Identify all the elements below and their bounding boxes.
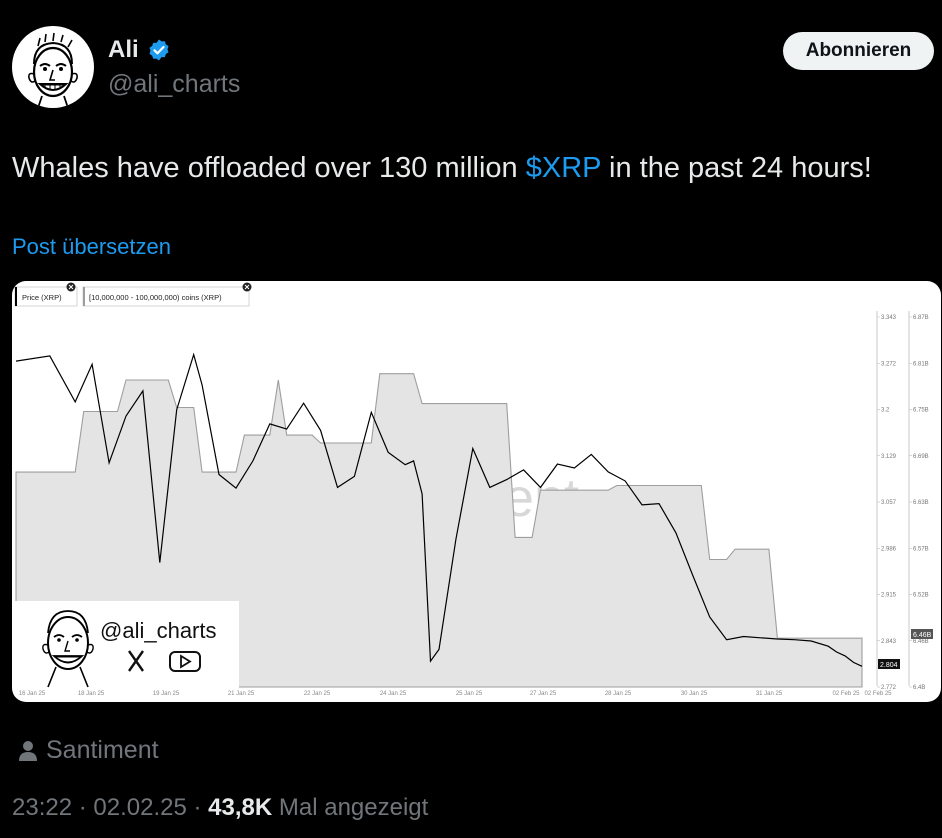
- x-tick-label: 02 Feb 25: [832, 691, 860, 697]
- x-tick-label: 25 Jan 25: [456, 691, 483, 697]
- youtube-icon: [169, 651, 201, 672]
- holdings-value-box: [911, 629, 933, 639]
- price-current-label: 2.804: [880, 662, 898, 669]
- person-icon: [19, 740, 37, 761]
- santiment-chart: Price (XRP) [10,000,000 - 100,000,000) c…: [14, 282, 933, 697]
- x-tick-label: 27 Jan 25: [530, 691, 557, 697]
- x-tick-label: 16 Jan 25: [19, 691, 46, 697]
- y-right-tick-label: 6.81B: [913, 361, 929, 367]
- view-count: 43,8K: [208, 794, 273, 821]
- verified-badge-icon: [149, 39, 169, 61]
- x-tick-label: 31 Jan 25: [756, 691, 783, 697]
- author-name-row[interactable]: Ali: [108, 36, 171, 64]
- avatar-face-icon: [28, 32, 78, 108]
- holdings-current-label: 6.46B: [913, 632, 932, 639]
- follow-button[interactable]: Abonnieren: [783, 32, 934, 70]
- tweet-date[interactable]: 02.02.25: [93, 794, 187, 821]
- x-tick-label: 02 Feb 25: [864, 691, 892, 697]
- views-suffix: Mal angezeigt: [278, 794, 429, 821]
- tweet-text-before: Whales have offloaded over 130 million: [12, 152, 526, 184]
- legend: Price (XRP) [10,000,000 - 100,000,000) c…: [14, 282, 252, 307]
- y-left-tick-label: 3.057: [881, 500, 897, 506]
- y-right-tick-label: 6.87B: [913, 315, 929, 321]
- y-right-tick-label: 6.52B: [913, 593, 929, 599]
- x-tick-label: 18 Jan 25: [78, 691, 105, 697]
- signature-handle: @ali_charts: [100, 618, 217, 643]
- source-label[interactable]: Santiment: [46, 736, 159, 764]
- y-right-tick-label: 6.57B: [913, 546, 929, 552]
- price-series-line: [15, 352, 863, 667]
- y-right-tick-label: 6.69B: [913, 454, 929, 460]
- x-tick-label: 22 Jan 25: [304, 691, 331, 697]
- y-axis-price: 3.343 3.272 3.2 3.129 3.057 2.986 2.915 2.843 2.…: [877, 315, 897, 691]
- tweet-meta: 23:22 · 02.02.25 · 43,8K Mal angezeigt: [12, 794, 428, 822]
- avatar[interactable]: [12, 26, 94, 108]
- y-axis-holdings: 6.87B 6.81B 6.75B 6.69B 6.63B 6.57B 6.52B 6.46B…: [909, 315, 929, 691]
- y-right-tick-label: 6.63B: [913, 500, 929, 506]
- x-logo-icon: [128, 650, 144, 672]
- legend-price: Price (XRP): [22, 293, 62, 302]
- tweet-time[interactable]: 23:22: [12, 794, 73, 821]
- x-tick-label: 30 Jan 25: [681, 691, 708, 697]
- x-axis: 16 Jan 25 18 Jan 25 19 Jan 25 21 Jan 25 22 J…: [19, 691, 892, 697]
- y-left-tick-label: 3.343: [881, 315, 897, 321]
- meta-separator: ·: [193, 794, 202, 821]
- y-right-tick-label: 6.4B: [913, 685, 925, 691]
- x-tick-label: 28 Jan 25: [605, 691, 632, 697]
- signature-overlay: @ali_charts: [14, 601, 239, 689]
- translate-link[interactable]: Post übersetzen: [12, 234, 171, 259]
- x-tick-label: 19 Jan 25: [153, 691, 180, 697]
- signature-face-icon: [42, 610, 94, 688]
- legend-holdings-close-icon[interactable]: [242, 282, 252, 292]
- y-right-tick-label: 6.75B: [913, 408, 929, 414]
- price-value-box: [878, 659, 900, 669]
- y-left-tick-label: 3.129: [881, 454, 897, 460]
- y-left-tick-label: 2.915: [881, 593, 897, 599]
- chart-image[interactable]: Price (XRP) [10,000,000 - 100,000,000) c…: [12, 281, 941, 702]
- meta-separator: ·: [78, 794, 87, 821]
- legend-price-close-icon[interactable]: [66, 282, 76, 292]
- x-tick-label: 24 Jan 25: [380, 691, 407, 697]
- y-left-tick-label: 2.772: [881, 685, 897, 691]
- legend-holdings: [10,000,000 - 100,000,000) coins (XRP): [89, 293, 222, 302]
- y-left-tick-label: 2.843: [881, 639, 897, 645]
- tweet-text: Whales have offloaded over 130 million $…: [12, 152, 872, 185]
- author-handle[interactable]: @ali_charts: [108, 70, 241, 98]
- y-left-tick-label: 3.2: [881, 408, 890, 414]
- y-left-tick-label: 2.986: [881, 546, 897, 552]
- y-right-tick-label: 6.46B: [913, 639, 929, 645]
- x-tick-label: 21 Jan 25: [228, 691, 255, 697]
- price-line-layer: [15, 352, 863, 667]
- y-left-tick-label: 3.272: [881, 361, 897, 367]
- tweet-text-after: in the past 24 hours!: [600, 152, 872, 184]
- author-name[interactable]: Ali: [108, 36, 139, 63]
- cashtag-link[interactable]: $XRP: [525, 152, 601, 184]
- media-source[interactable]: Santiment: [18, 736, 159, 765]
